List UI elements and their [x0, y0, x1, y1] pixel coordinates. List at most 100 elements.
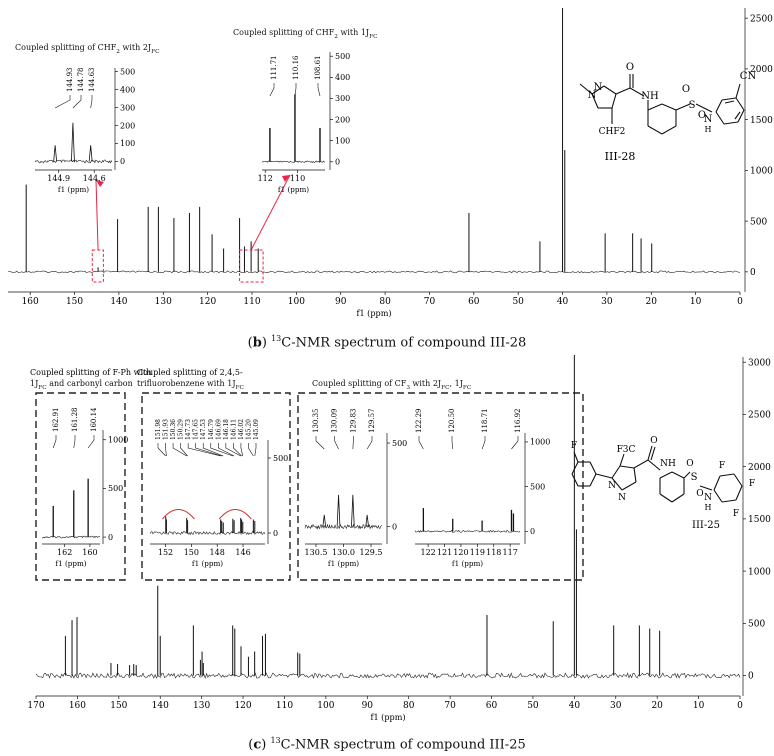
x-tick-label: 110 — [276, 701, 293, 711]
x-tick-label: 90 — [362, 701, 374, 711]
peak-label-129.83: 129.83 — [349, 409, 357, 434]
bond — [619, 453, 625, 467]
y-tick-label: 2500 — [748, 411, 771, 421]
bond — [659, 493, 673, 503]
peak-129.57 — [365, 514, 369, 527]
peak-label-leader — [511, 436, 519, 450]
bond — [737, 109, 745, 123]
inset-title-part: with 2J — [410, 379, 441, 388]
atom-label: O — [698, 110, 706, 121]
peak-label-118.71: 118.71 — [481, 409, 489, 434]
peak-label-147.53: 147.53 — [200, 419, 207, 440]
x-tick-label: 119 — [470, 548, 485, 557]
inset-title-part: with 1J — [338, 28, 369, 37]
peak-label-146.11: 146.11 — [230, 419, 237, 440]
peak-label-leader — [210, 443, 233, 457]
x-tick-label: 130 — [155, 297, 172, 307]
bond — [579, 83, 593, 95]
x-tick-label: 120 — [453, 548, 468, 557]
x-tick-label: 100 — [317, 701, 334, 711]
atom-label: F — [733, 509, 739, 519]
bond — [591, 93, 599, 109]
peak-label-leader — [180, 443, 188, 457]
x-axis-label: f1 (ppm) — [356, 308, 391, 318]
bond — [647, 459, 661, 471]
inset-title-part: 2 — [116, 49, 120, 55]
x-tick-label: 50 — [527, 701, 539, 711]
atom-label: F3C — [617, 445, 636, 455]
atom-label: N — [618, 493, 626, 503]
inset-title-part: FC — [441, 385, 450, 391]
bond — [721, 97, 737, 101]
peak-label-144.93: 144.93 — [66, 68, 74, 93]
caption-b: (b) 13C-NMR spectrum of compound III-28 — [247, 334, 527, 351]
inset-title-part: FC — [463, 385, 472, 391]
peak-label-116.92: 116.92 — [514, 409, 522, 434]
peak-label-144.63: 144.63 — [88, 68, 96, 93]
x-tick-label: 122 — [420, 548, 435, 557]
peak-label-146.18: 146.18 — [223, 419, 230, 440]
caption-c: (c) 13C-NMR spectrum of compound III-25 — [248, 736, 526, 753]
bond — [650, 446, 656, 461]
y-tick-label: 500 — [120, 67, 135, 76]
inset-frame — [141, 392, 291, 581]
inset-title-part: 3 — [406, 385, 410, 391]
peak-144.63 — [88, 145, 93, 162]
x-tick-label: 70 — [424, 297, 436, 307]
x-tick-label: 148 — [210, 548, 225, 557]
bond — [713, 475, 721, 491]
x-tick-label: 70 — [444, 701, 456, 711]
peak-label-144.78: 144.78 — [77, 68, 85, 93]
y-tick-label: 1000 — [530, 438, 550, 447]
atom-label: N — [594, 82, 603, 93]
x-tick-label: 160 — [82, 548, 97, 557]
bond — [611, 465, 621, 479]
y-tick-label: 0 — [748, 672, 754, 682]
inset-title: Coupled splitting of CF3 with 2JFC, 1JFC — [312, 379, 472, 391]
peak-label-145.20: 145.20 — [245, 419, 252, 440]
bond — [633, 459, 649, 469]
peak-label-leader — [165, 443, 167, 457]
baseline-noise — [304, 523, 383, 530]
peak-label-130.09: 130.09 — [331, 409, 339, 434]
peak-label-leader — [52, 435, 57, 449]
peak-label-leader — [233, 443, 242, 457]
peak-label-147.65: 147.65 — [193, 419, 200, 440]
x-axis-label: f1 (ppm) — [328, 559, 359, 568]
x-tick-label: 121 — [437, 548, 452, 557]
atom-label: N — [588, 90, 597, 101]
x-tick-label: 0 — [737, 701, 743, 711]
bond — [735, 485, 743, 501]
bond — [647, 103, 663, 111]
peak-label-146.02: 146.02 — [238, 419, 245, 440]
x-axis-label: f1 (ppm) — [192, 559, 223, 568]
x-tick-label: 130.5 — [305, 548, 328, 557]
peak-label-leader — [87, 435, 95, 449]
spectrum-iii-28: 160 150 140 130 120 110 100 90 80 70 60 50 40 30 20 10 0… — [7, 8, 773, 318]
x-tick-label: 10 — [690, 297, 702, 307]
peak-label-leader — [481, 436, 486, 450]
bond — [615, 87, 631, 95]
x-tick-label: 160 — [22, 297, 39, 307]
x-tick-label: 118 — [486, 548, 501, 557]
peak-130.35 — [322, 514, 327, 527]
atom-label: F — [719, 461, 725, 471]
x-tick-label: 160 — [69, 701, 86, 711]
x-tick-label: 144.9 — [47, 174, 70, 183]
atom-label: O — [650, 436, 657, 446]
x-tick-label: 120 — [199, 297, 216, 307]
x-tick-label: 146 — [235, 548, 250, 557]
y-tick-label: 0 — [530, 527, 535, 536]
bond — [571, 461, 579, 475]
bond — [735, 83, 741, 99]
peak-label-leader — [225, 443, 241, 457]
highlight-box — [91, 249, 104, 283]
atom-label: O — [682, 84, 690, 95]
y-tick-label: 500 — [530, 482, 545, 491]
inset-title-part: Coupled splitting of CF — [312, 379, 407, 388]
peak-label-leader — [248, 443, 254, 457]
y-tick-label: 0 — [335, 158, 340, 167]
bond — [661, 103, 677, 111]
atom-label: O — [626, 62, 634, 73]
